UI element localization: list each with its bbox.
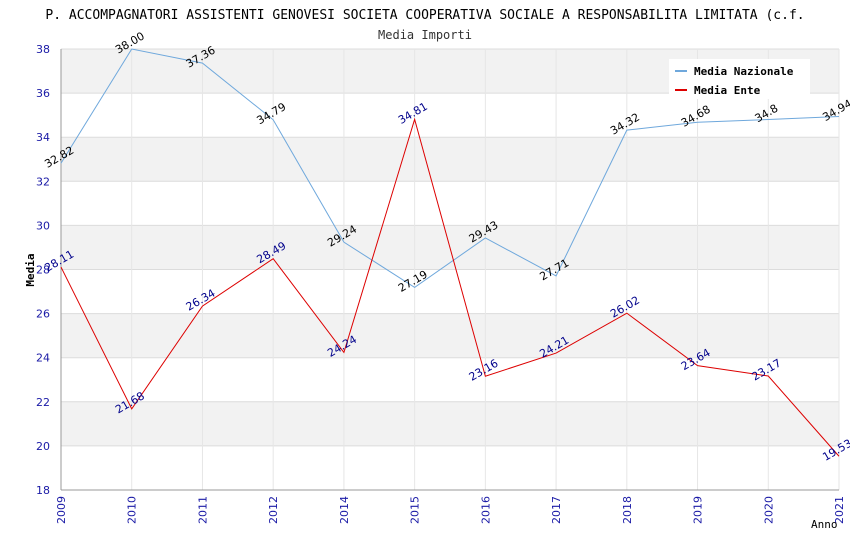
y-tick-labels: 18 20 22 24 26 28 30 32 34 36 38 [36, 43, 50, 497]
x-tick-label: 2018 [621, 496, 634, 524]
x-tick-label: 2012 [267, 496, 280, 524]
y-tick-label: 38 [36, 43, 50, 56]
chart-title: P. ACCOMPAGNATORI ASSISTENTI GENOVESI SO… [45, 8, 804, 23]
y-axis-label: Media [24, 253, 37, 286]
band [61, 401, 839, 446]
y-tick-label: 32 [36, 175, 50, 188]
y-tick-label: 36 [36, 87, 50, 100]
x-tick-label: 2010 [126, 496, 139, 524]
x-tick-label: 2020 [762, 496, 775, 524]
y-tick-label: 26 [36, 308, 50, 321]
x-tick-label: 2014 [338, 496, 351, 524]
y-tick-label: 24 [36, 352, 50, 365]
legend-label: Media Nazionale [694, 65, 794, 78]
x-tick-label: 2015 [409, 496, 422, 524]
chart-subtitle: Media Importi [378, 28, 472, 42]
x-axis-label: Anno [811, 518, 838, 531]
series-lines [60, 48, 840, 457]
x-tick-label: 2017 [550, 496, 563, 524]
axes [60, 49, 839, 491]
x-tick-label: 2021 [833, 496, 846, 524]
legend: Media Nazionale Media Ente [669, 59, 810, 99]
band [61, 357, 839, 402]
y-tick-label: 20 [36, 440, 50, 453]
y-tick-label: 34 [36, 131, 50, 144]
series-line-media-ente [60, 117, 840, 457]
x-tick-labels: 2009 2010 2011 2012 2014 2015 2016 2017 2018 2019… [55, 496, 846, 524]
y-tick-label: 30 [36, 219, 50, 232]
band [61, 93, 839, 138]
band [61, 445, 839, 490]
y-tick-label: 18 [36, 484, 50, 497]
band [61, 269, 839, 314]
band [61, 181, 839, 226]
x-tick-label: 2019 [692, 496, 705, 524]
x-tick-label: 2009 [55, 496, 68, 524]
x-tick-label: 2016 [479, 496, 492, 524]
legend-box [669, 59, 810, 99]
series-line-media-nazionale [60, 48, 840, 288]
legend-label: Media Ente [694, 84, 761, 97]
band [61, 313, 839, 358]
background-bands [61, 49, 839, 490]
y-tick-label: 22 [36, 396, 50, 409]
band [61, 137, 839, 182]
x-tick-label: 2011 [196, 496, 209, 524]
y-tick-label: 28 [36, 264, 50, 277]
